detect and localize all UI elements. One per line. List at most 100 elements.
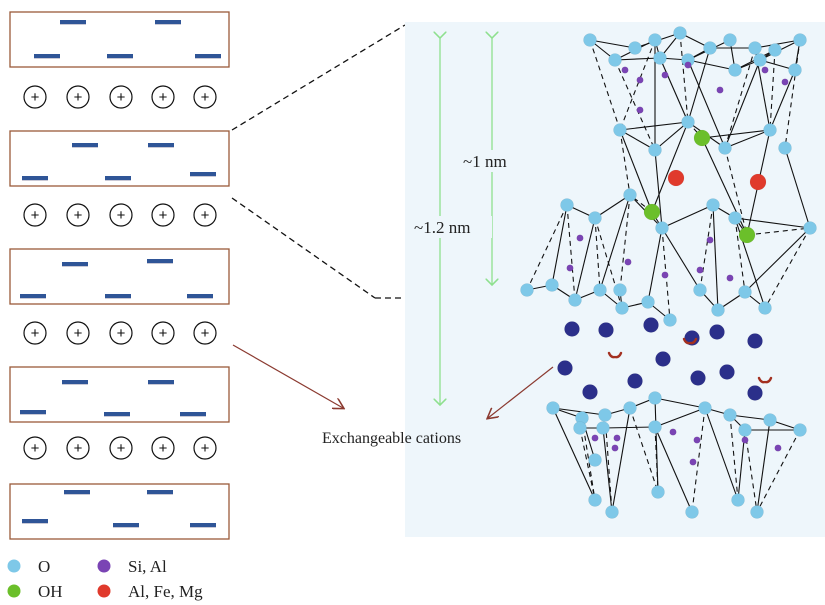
oxygen-atom (520, 283, 534, 297)
cation-plus-label: + (74, 89, 83, 106)
cation-plus-label: + (31, 89, 40, 106)
bond (756, 419, 771, 513)
cation-plus-label: + (117, 89, 126, 106)
oxygen-atom (711, 303, 725, 317)
bond (579, 427, 596, 501)
silicon-aluminum-atom (684, 61, 692, 69)
bond (744, 227, 811, 293)
negative-charge-mark (107, 54, 133, 58)
bond (679, 32, 689, 123)
oxygen-atom (723, 33, 737, 47)
silicon-aluminum-atom (624, 258, 632, 266)
exchangeable-cation (719, 364, 735, 380)
oxygen-atom (728, 211, 742, 225)
legend-swatch (97, 584, 111, 598)
oxygen-atom (628, 41, 642, 55)
cation-plus-label: + (31, 325, 40, 342)
cation-symbol: + (66, 203, 90, 227)
bond (744, 429, 758, 513)
exchange-arrow-left (232, 344, 343, 408)
bond (756, 429, 801, 513)
negative-charge-mark (187, 294, 213, 298)
oxygen-atom (738, 423, 752, 437)
bond (589, 39, 636, 49)
cation-symbol: + (193, 85, 217, 109)
negative-charge-mark (72, 143, 98, 147)
interlayer-cations: + + + + + + + + + + + + + + + + + + + + (23, 85, 217, 460)
negative-charge-mark (190, 172, 216, 176)
negative-charge-mark (180, 412, 206, 416)
cation-plus-label: + (201, 89, 210, 106)
cation-plus-label: + (31, 207, 40, 224)
bond (661, 204, 714, 229)
legend-label: Si, Al (128, 557, 167, 576)
negative-charge-mark (148, 143, 174, 147)
oxygen-atom (648, 420, 662, 434)
silicon-aluminum-atom (669, 428, 677, 436)
oxygen-atom (613, 123, 627, 137)
silicon-aluminum-atom (566, 264, 574, 272)
crystal-structure (520, 26, 817, 519)
cation-symbol: + (109, 436, 133, 460)
legend-swatch (7, 559, 21, 573)
oxygen-atom (615, 301, 629, 315)
oxygen-atom (588, 211, 602, 225)
bond (724, 59, 761, 149)
dimension-label-1nm: ~1 nm (463, 152, 507, 171)
legend-label: OH (38, 582, 63, 601)
oxygen-atom (568, 293, 582, 307)
water-molecule (607, 351, 623, 359)
oxygen-atom (613, 283, 627, 297)
oxygen-atom (545, 278, 559, 292)
bond (574, 217, 596, 301)
bond (701, 129, 771, 139)
bond (764, 227, 811, 309)
negative-charge-mark (62, 262, 88, 266)
silicon-aluminum-atom (621, 66, 629, 74)
cation-symbol: + (109, 85, 133, 109)
bond (654, 397, 706, 409)
bond (734, 217, 746, 293)
bond (619, 129, 631, 196)
silicon-aluminum-atom (726, 274, 734, 282)
bond (594, 217, 623, 309)
exchangeable-cation (747, 385, 763, 401)
bond (552, 407, 606, 416)
silicon-aluminum-atom (706, 236, 714, 244)
silicon-aluminum-atom (636, 76, 644, 84)
oxygen-atom (623, 188, 637, 202)
oxygen-atom (753, 53, 767, 67)
exchangeable-cation (655, 351, 671, 367)
cation-symbol: + (23, 436, 47, 460)
cation-symbol: + (109, 321, 133, 345)
negative-charge-mark (60, 20, 86, 24)
bond (784, 147, 811, 229)
oxygen-atom (738, 285, 752, 299)
oxygen-atom (673, 26, 687, 40)
bond (602, 427, 613, 513)
bond (734, 217, 811, 229)
cation-plus-label: + (31, 440, 40, 457)
bond (599, 194, 631, 291)
bond (589, 39, 621, 131)
cation-symbol: + (23, 203, 47, 227)
oxygen-atom (648, 143, 662, 157)
bond (784, 39, 801, 149)
negative-charge-mark (22, 519, 48, 523)
silicon-aluminum-atom (696, 266, 704, 274)
silicon-aluminum-atom (761, 66, 769, 74)
oxygen-atom (623, 401, 637, 415)
cation-symbol: + (66, 85, 90, 109)
silicon-aluminum-atom (661, 271, 669, 279)
hydroxyl-group (738, 226, 756, 244)
oxygen-atom (693, 283, 707, 297)
dimension-label-1-2nm: ~1.2 nm (414, 218, 470, 237)
oxygen-atom (698, 401, 712, 415)
clay-layers-stack (9, 11, 230, 540)
legend-swatch (7, 584, 21, 598)
bond (611, 407, 631, 513)
legend-item: OH (7, 582, 63, 601)
negative-charge-mark (20, 294, 46, 298)
bond (712, 204, 719, 311)
